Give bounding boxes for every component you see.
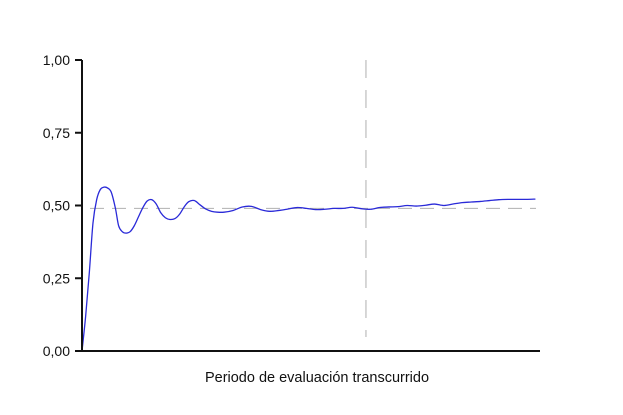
reference-lines xyxy=(90,60,536,337)
series-layer xyxy=(81,186,536,352)
y-tick-label: 0,50 xyxy=(43,198,70,214)
y-tick-label: 0,25 xyxy=(43,270,70,286)
y-tick-label: 1,00 xyxy=(43,52,70,68)
x-axis-title: Periodo de evaluación transcurrido xyxy=(205,370,429,386)
y-ticks: 0,00 0,25 0,50 0,75 1,00 xyxy=(43,52,82,359)
axes xyxy=(81,60,540,352)
series-line xyxy=(81,186,536,352)
y-tick-label: 0,00 xyxy=(43,343,70,359)
y-tick-label: 0,75 xyxy=(43,125,70,141)
